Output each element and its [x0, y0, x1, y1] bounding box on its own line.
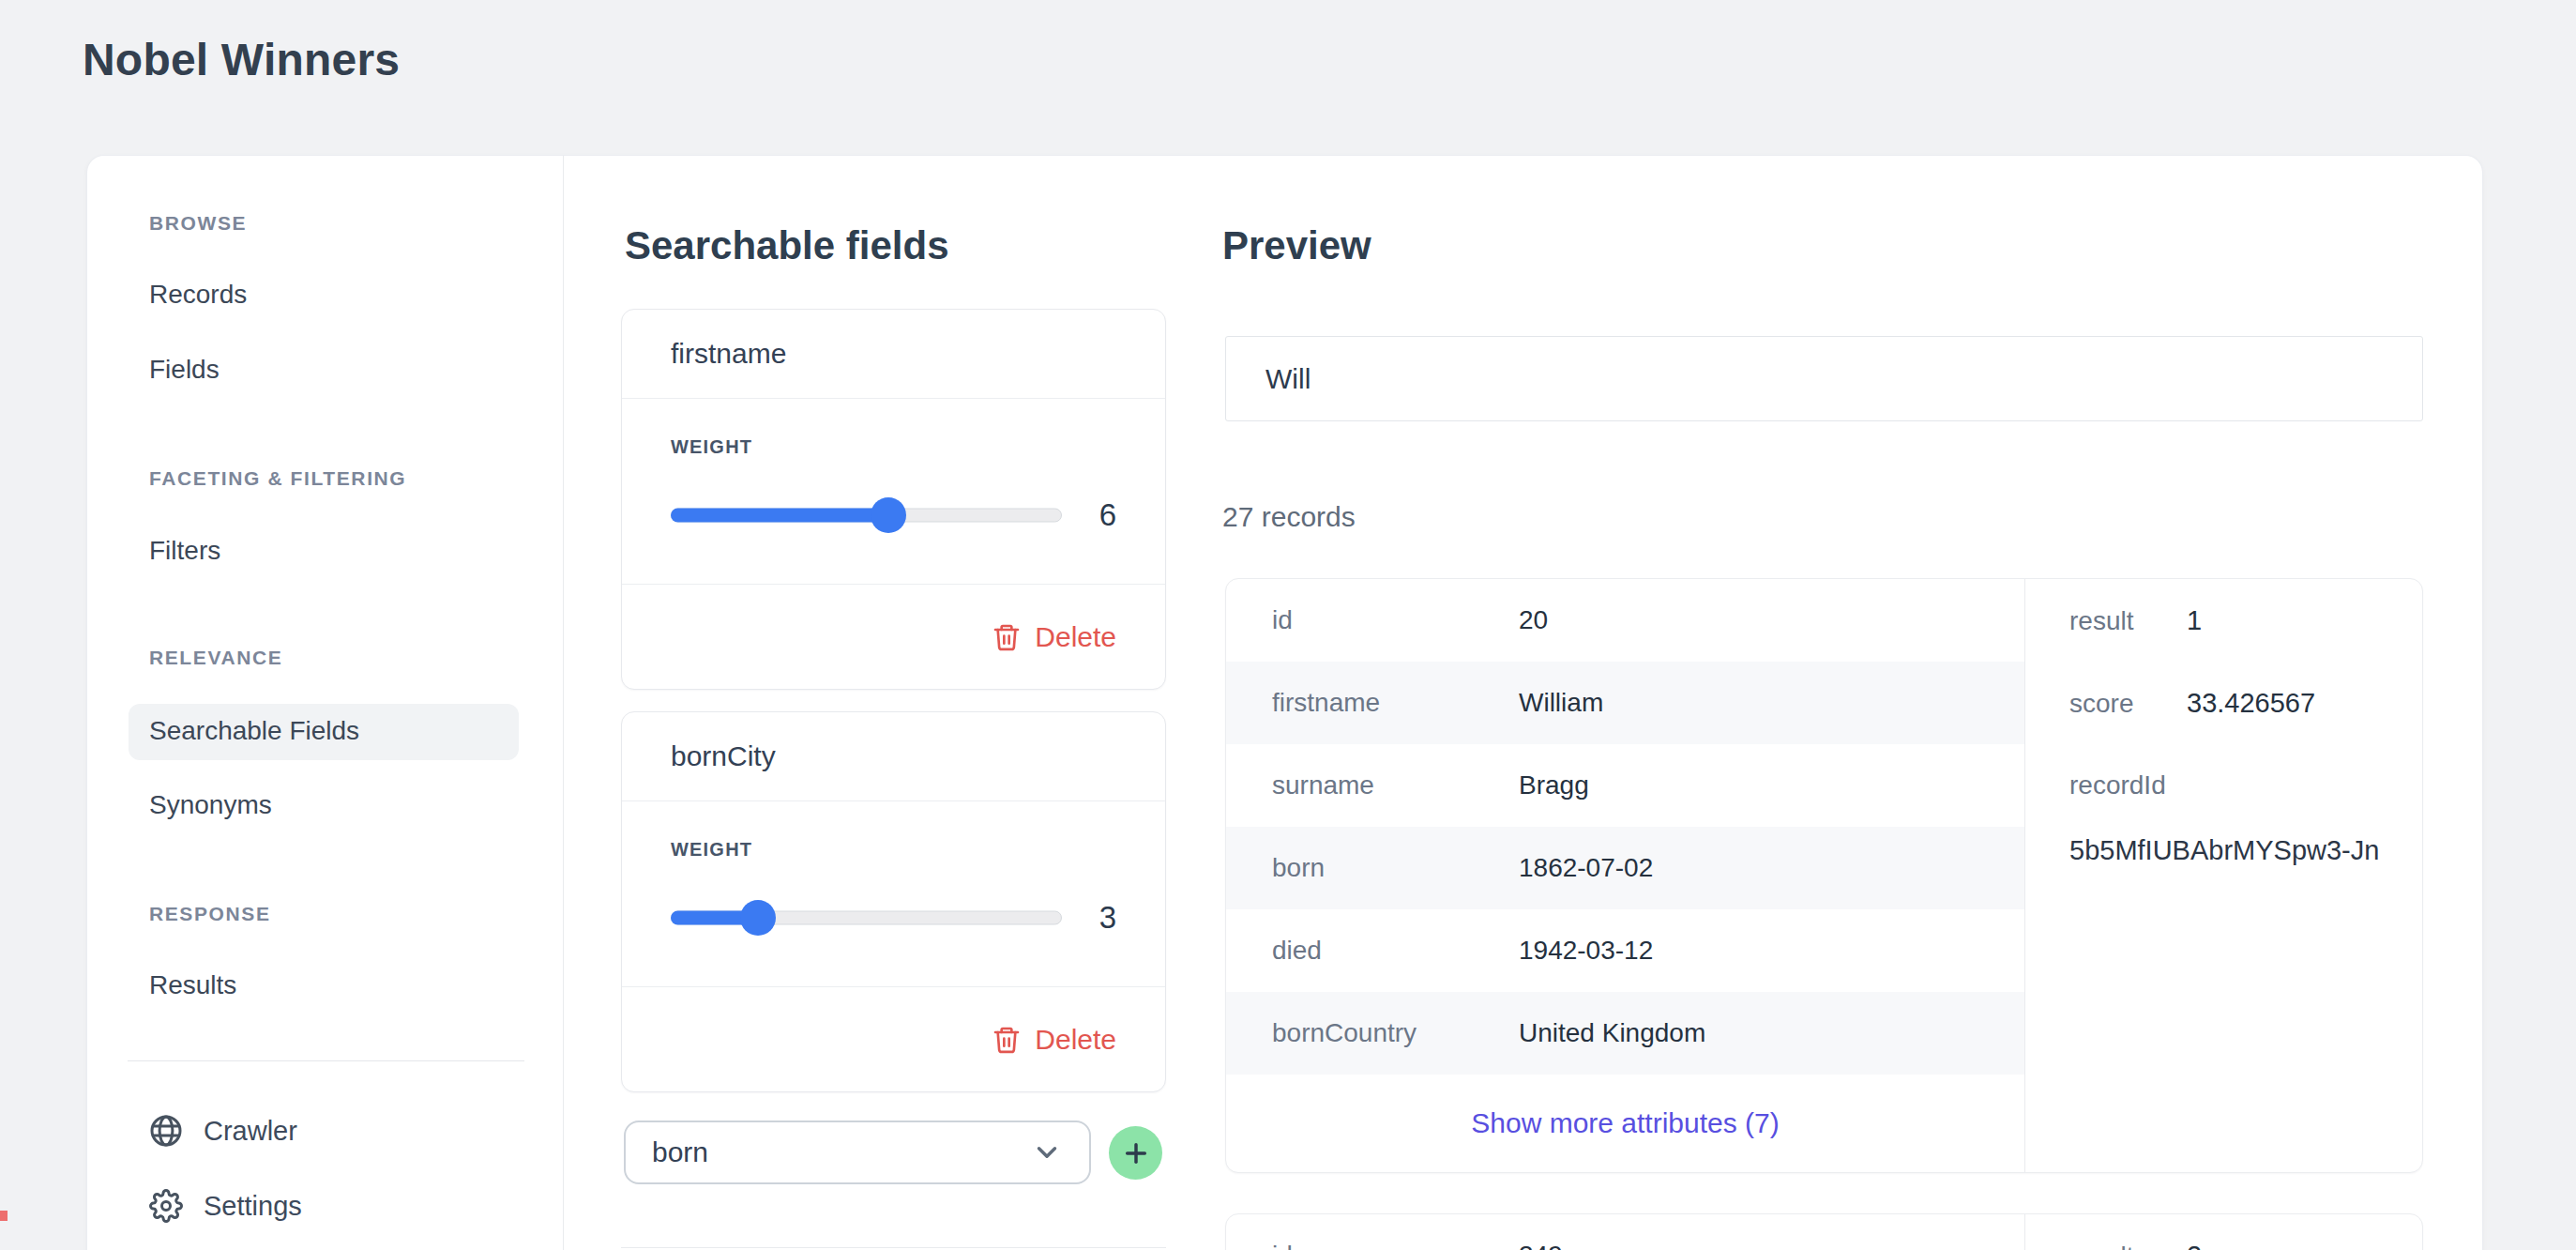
slider-knob[interactable]: [871, 497, 906, 533]
attr-label: bornCountry: [1272, 1018, 1519, 1048]
add-field-button[interactable]: [1109, 1126, 1162, 1180]
weight-slider[interactable]: [671, 498, 1062, 532]
attr-value: United Kingdom: [1519, 1018, 1705, 1048]
sidebar-section-response: RESPONSE: [149, 903, 271, 925]
weight-slider[interactable]: [671, 901, 1062, 935]
sidebar-item-records[interactable]: Records: [149, 280, 247, 310]
delete-field-button[interactable]: Delete: [992, 1024, 1116, 1056]
show-more-attributes-link[interactable]: Show more attributes (7): [1471, 1107, 1779, 1139]
table-row: died 1942-03-12: [1226, 909, 2024, 992]
delete-label: Delete: [1035, 621, 1116, 653]
meta-label: result: [2069, 606, 2187, 636]
sidebar-section-relevance: RELEVANCE: [149, 647, 282, 669]
sidebar-item-crawler[interactable]: Crawler: [149, 1114, 297, 1148]
trash-icon: [992, 1025, 1022, 1055]
attr-value: 20: [1519, 605, 1548, 635]
sidebar-item-label: Settings: [204, 1191, 302, 1222]
preview-search-input[interactable]: [1225, 336, 2423, 421]
attributes-table: id 20 firstname William surname Bragg bo…: [1226, 579, 2025, 1172]
meta-value: 33.426567: [2187, 688, 2315, 719]
field-name: bornCity: [622, 712, 1165, 801]
delete-field-button[interactable]: Delete: [992, 621, 1116, 653]
globe-icon: [149, 1114, 183, 1148]
weight-label: WEIGHT: [671, 839, 1116, 861]
page-title: Nobel Winners: [83, 34, 400, 85]
attr-label: id: [1272, 1241, 1519, 1250]
sidebar-item-synonyms[interactable]: Synonyms: [149, 790, 272, 820]
records-count: 27 records: [1222, 501, 1356, 533]
field-card-firstname: firstname WEIGHT 6: [621, 309, 1166, 690]
field-card-bornCity: bornCity WEIGHT 3: [621, 711, 1166, 1092]
attr-value: Bragg: [1519, 770, 1589, 800]
trash-icon: [992, 622, 1022, 652]
table-row: born 1862-07-02: [1226, 827, 2024, 909]
sidebar: BROWSE Records Fields FACETING & FILTERI…: [87, 156, 564, 1250]
meta-label: score: [2069, 689, 2187, 719]
weight-value: 3: [1099, 900, 1116, 936]
table-row: id 20: [1226, 579, 2024, 662]
attr-value: 1862-07-02: [1519, 853, 1653, 883]
searchable-fields-heading: Searchable fields: [625, 223, 949, 268]
meta-value: 2: [2187, 1241, 2202, 1250]
sidebar-item-label: Crawler: [204, 1116, 297, 1147]
table-row: firstname William: [1226, 662, 2024, 744]
meta-value: 1: [2187, 605, 2202, 636]
weight-label: WEIGHT: [671, 436, 1116, 458]
section-divider: [621, 1247, 1166, 1248]
attr-label: died: [1272, 936, 1519, 966]
table-row: surname Bragg: [1226, 744, 2024, 827]
selected-option: born: [652, 1136, 708, 1168]
sidebar-section-faceting: FACETING & FILTERING: [149, 467, 406, 490]
attr-label: surname: [1272, 770, 1519, 800]
sidebar-section-browse: BROWSE: [149, 212, 247, 235]
field-name: firstname: [622, 310, 1165, 399]
gear-icon: [149, 1189, 183, 1223]
result-card: id 20 firstname William surname Bragg bo…: [1225, 578, 2423, 1173]
attr-value: William: [1519, 688, 1603, 718]
attr-label: firstname: [1272, 688, 1519, 718]
attr-label: id: [1272, 605, 1519, 635]
sidebar-item-searchable-fields[interactable]: Searchable Fields: [149, 716, 359, 746]
attr-value: 349: [1519, 1241, 1563, 1250]
sidebar-item-results[interactable]: Results: [149, 970, 236, 1000]
app-screen: Nobel Winners BROWSE Records Fields FACE…: [0, 0, 2576, 1250]
sidebar-divider: [128, 1060, 524, 1061]
attr-value: 1942-03-12: [1519, 936, 1653, 966]
result-card: id 349 result 2: [1225, 1213, 2423, 1250]
table-row: id 349: [1226, 1214, 2024, 1250]
meta-label: recordId: [2069, 770, 2166, 800]
attr-label: born: [1272, 853, 1519, 883]
sidebar-item-settings[interactable]: Settings: [149, 1189, 302, 1223]
table-row: bornCountry United Kingdom: [1226, 992, 2024, 1075]
preview-heading: Preview: [1222, 223, 1371, 268]
slider-fill: [671, 509, 888, 523]
delete-label: Delete: [1035, 1024, 1116, 1056]
show-more-row: Show more attributes (7): [1226, 1075, 2024, 1172]
result-meta-panel: result 1 score 33.426567 recordId 5b5MfI…: [2025, 579, 2422, 1172]
plus-icon: [1121, 1138, 1151, 1168]
main-panel: BROWSE Records Fields FACETING & FILTERI…: [87, 156, 2482, 1250]
meta-label: result: [2069, 1242, 2187, 1250]
attributes-table: id 349: [1226, 1214, 2025, 1250]
sidebar-item-fields[interactable]: Fields: [149, 355, 220, 385]
result-meta-panel: result 2: [2025, 1214, 2422, 1250]
weight-value: 6: [1099, 497, 1116, 533]
scroll-artifact: [0, 1211, 8, 1221]
add-field-select[interactable]: born: [624, 1120, 1091, 1184]
chevron-down-icon: [1031, 1136, 1063, 1168]
slider-knob[interactable]: [740, 900, 776, 936]
sidebar-item-filters[interactable]: Filters: [149, 536, 220, 566]
record-id-value: 5b5MfIUBAbrMYSpw3-Jn: [2069, 831, 2388, 870]
